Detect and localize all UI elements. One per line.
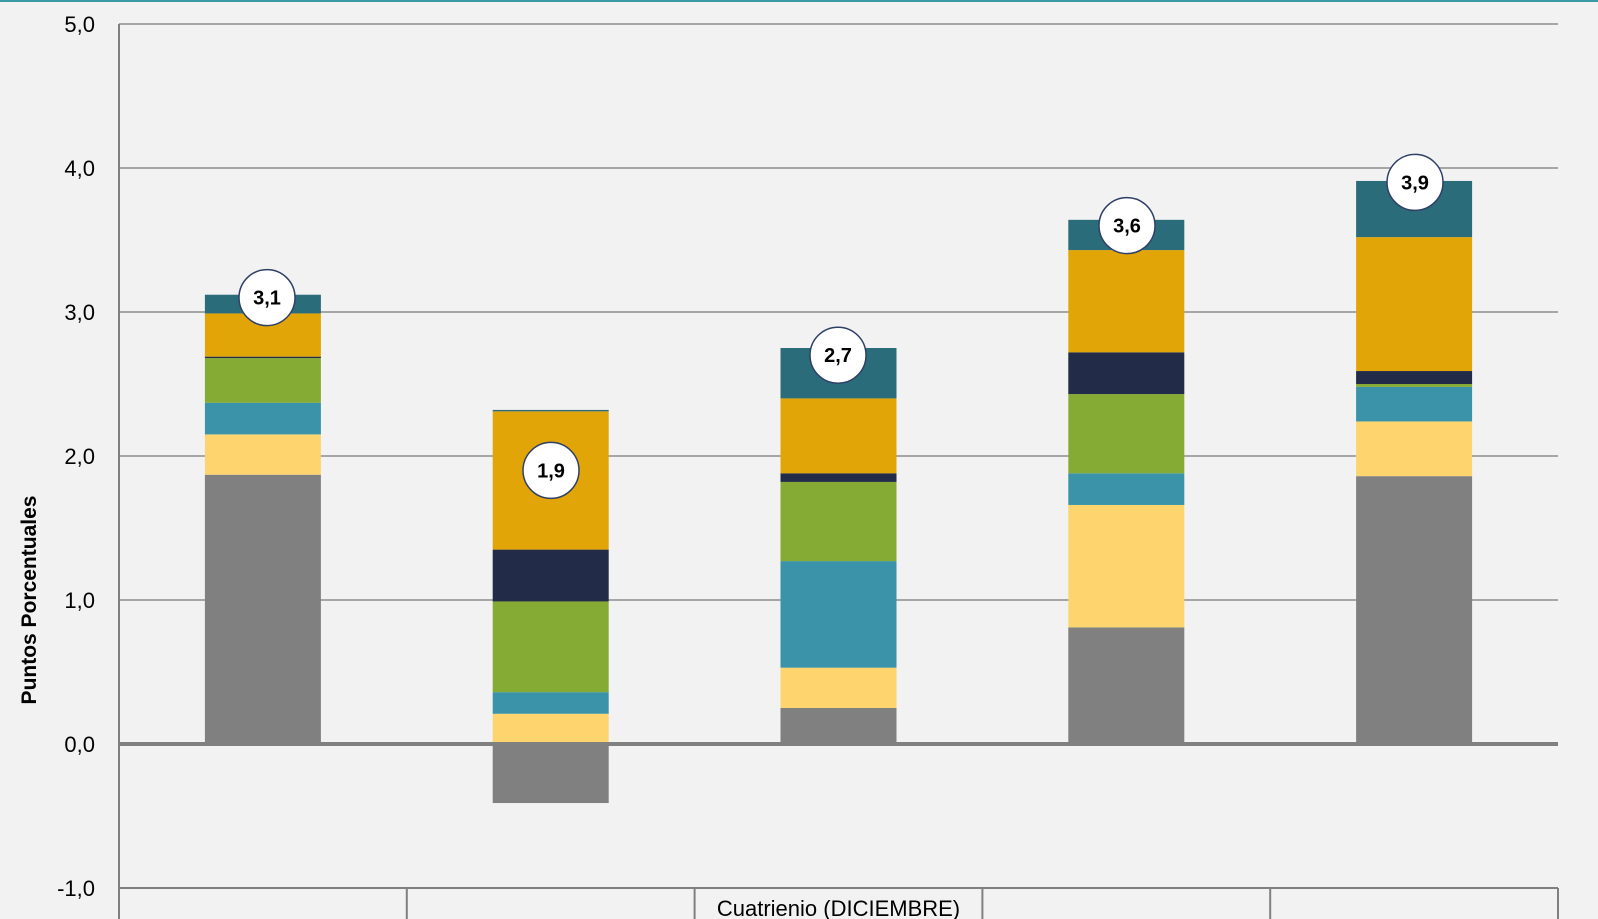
bar-segment <box>1356 476 1473 744</box>
total-bubble <box>1098 196 1156 255</box>
bar-segment <box>492 713 609 744</box>
bar-segment <box>492 549 609 602</box>
total-bubble <box>238 268 296 327</box>
total-label: 2,7 <box>824 345 852 367</box>
bar-segment <box>492 409 609 412</box>
total-label: 3,9 <box>1401 172 1429 194</box>
bar-segment <box>780 473 897 482</box>
axes <box>118 24 1559 919</box>
y-tick-label: 1,0 <box>64 588 95 613</box>
labels: -1,0 0,0 1,0 2,0 3,0 4,0 5,0 Cuatrienio (DICIEM… <box>57 12 960 919</box>
bar-segment <box>1356 421 1473 477</box>
bar-segment <box>780 708 897 744</box>
total-bubble <box>1386 153 1444 212</box>
bar-segment <box>780 667 897 708</box>
bar-segment <box>1356 386 1473 422</box>
bar-segment <box>204 474 321 744</box>
y-tick-label: 0,0 <box>64 732 95 757</box>
total-bubble <box>522 441 580 500</box>
bar-segment <box>780 398 897 474</box>
total-label: 3,6 <box>1113 216 1141 238</box>
bar-segment <box>1068 473 1185 505</box>
bar-segment <box>780 481 897 562</box>
total-label: 1,9 <box>537 460 565 482</box>
y-tick-label: -1,0 <box>57 876 95 901</box>
bar-segment <box>492 692 609 714</box>
bar-segment <box>780 561 897 668</box>
y-tick-label: 2,0 <box>64 444 95 469</box>
bar-segment <box>204 402 321 435</box>
bar-segment <box>1356 384 1473 387</box>
y-tick-label: 4,0 <box>64 156 95 181</box>
bar-segment <box>1068 504 1185 628</box>
total-bubble <box>809 326 867 384</box>
bar-segment <box>1356 237 1473 372</box>
category-label: Cuatrienio (DICIEMBRE) <box>717 896 960 919</box>
total-bubbles: 3,1 1,9 2,7 3,6 3,9 <box>238 153 1444 500</box>
bar-segment <box>492 601 609 693</box>
y-tick-label: 5,0 <box>64 12 95 37</box>
bar-segment <box>204 434 321 475</box>
bar-segment <box>204 358 321 403</box>
bar-segment <box>204 356 321 359</box>
bar-segment <box>1356 371 1473 384</box>
bar-segment <box>1068 352 1185 395</box>
y-axis-title: Puntos Porcentuales <box>18 496 41 705</box>
bar-segment <box>1068 250 1185 353</box>
total-label: 3,1 <box>253 288 281 310</box>
y-tick-label: 3,0 <box>64 300 95 325</box>
bar-segment <box>1068 627 1185 744</box>
bar-segment <box>492 744 609 804</box>
bar-segment <box>1068 394 1185 474</box>
bars <box>204 180 1473 804</box>
